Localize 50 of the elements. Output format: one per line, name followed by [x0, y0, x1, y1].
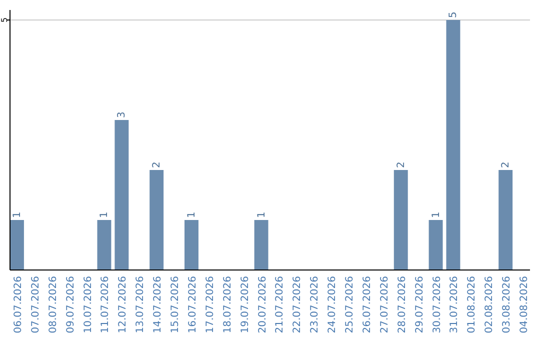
x-tick-label: 14.07.2026	[152, 276, 164, 334]
x-tick-label: 03.08.2026	[502, 276, 513, 334]
x-tick-label: 04.08.2026	[519, 276, 530, 334]
x-tick-label: 09.07.2026	[65, 276, 76, 334]
x-tick-label: 10.07.2026	[82, 276, 94, 334]
bar	[254, 220, 268, 270]
data-label: 1	[99, 212, 110, 218]
data-label: 2	[152, 162, 163, 168]
x-tick-label: 01.08.2026	[466, 276, 478, 334]
x-tick-label: 26.07.2026	[362, 276, 373, 334]
x-tick-label: 17.07.2026	[204, 276, 216, 334]
bar	[446, 20, 460, 270]
x-tick-label: 07.07.2026	[30, 276, 42, 334]
x-tick-label: 16.07.2026	[187, 276, 198, 334]
x-tick-label: 21.07.2026	[274, 276, 286, 334]
x-tick-label: 30.07.2026	[432, 276, 443, 334]
x-tick-label: 23.07.2026	[310, 276, 321, 334]
x-tick-label: 18.07.2026	[222, 276, 234, 334]
x-tick-label: 25.07.2026	[344, 276, 356, 334]
data-label: 1	[186, 212, 198, 218]
data-label: 3	[116, 112, 128, 118]
x-tick-label: 13.07.2026	[135, 276, 146, 334]
x-tick-label: 27.07.2026	[379, 276, 390, 334]
bar	[184, 220, 198, 270]
x-tick-label: 22.07.2026	[292, 276, 304, 334]
x-tick-label: 24.07.2026	[327, 276, 338, 334]
x-tick-label: 20.07.2026	[257, 276, 268, 334]
bar	[150, 170, 164, 270]
data-label: 2	[396, 162, 407, 168]
x-tick-label: 02.08.2026	[484, 276, 496, 334]
x-tick-label: 11.07.2026	[100, 276, 112, 334]
bar	[394, 170, 408, 270]
x-tick-label: 06.07.2026	[12, 276, 24, 334]
bar	[10, 220, 24, 270]
bar	[114, 120, 129, 270]
x-tick-label: 28.07.2026	[396, 276, 408, 334]
data-label: 1	[12, 212, 23, 218]
data-label: 5	[448, 12, 460, 18]
data-label: 2	[500, 162, 512, 168]
x-tick-label: 15.07.2026	[170, 276, 182, 334]
bar	[97, 220, 112, 270]
bar	[498, 170, 513, 270]
bar	[428, 220, 443, 270]
x-tick-label: 31.07.2026	[449, 276, 460, 334]
data-label: 1	[430, 212, 442, 218]
x-tick-label: 08.07.2026	[48, 276, 59, 334]
x-tick-label: 29.07.2026	[414, 276, 426, 334]
x-tick-label: 19.07.2026	[240, 276, 251, 334]
x-tick-label: 12.07.2026	[118, 276, 129, 334]
data-label: 1	[256, 212, 268, 218]
